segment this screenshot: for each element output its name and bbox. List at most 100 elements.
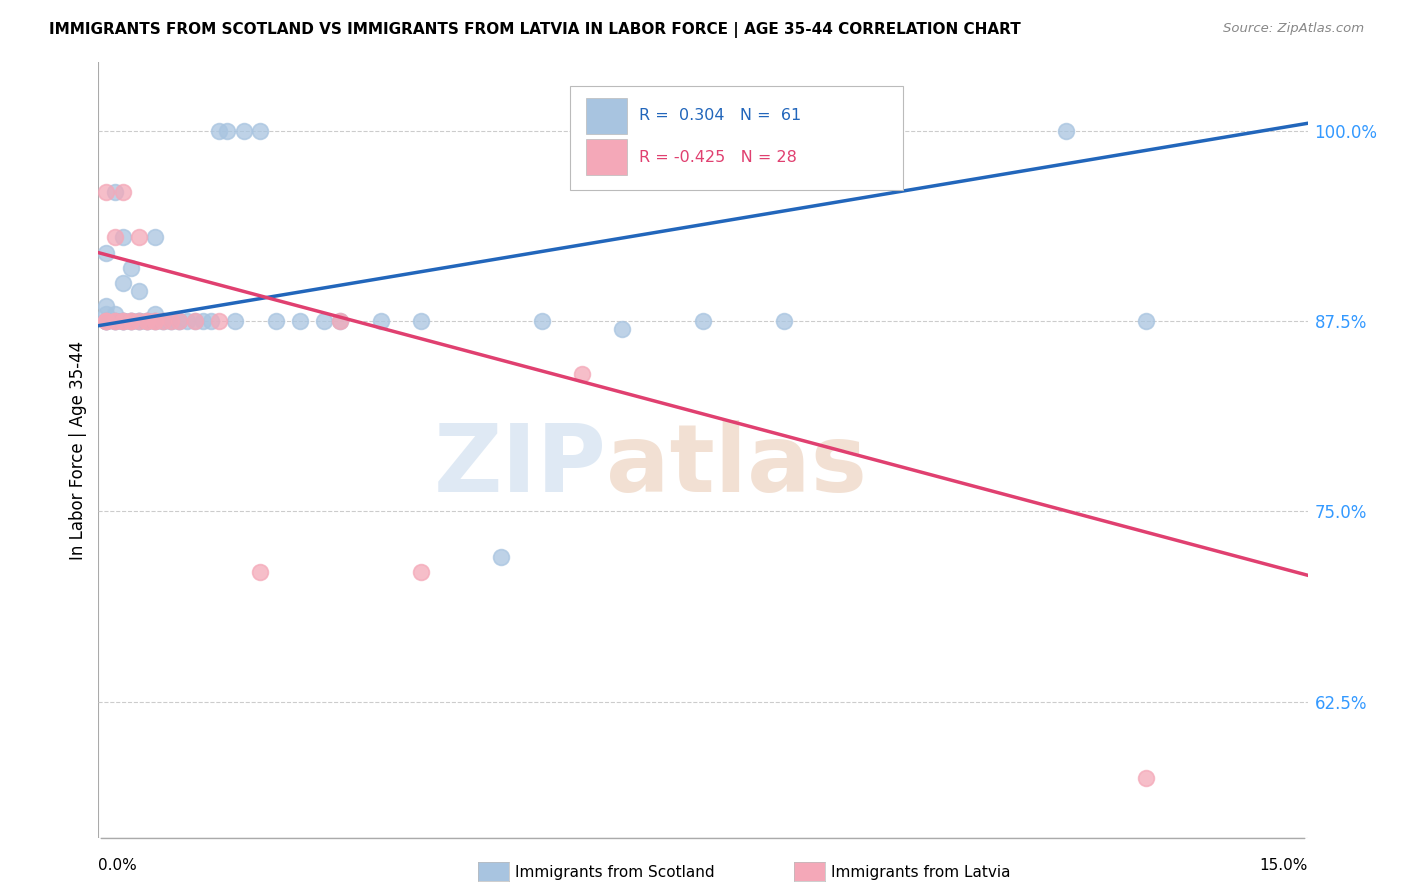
Point (111, 314, 134, 328)
Text: Source: ZipAtlas.com: Source: ZipAtlas.com (1223, 22, 1364, 36)
Point (120, 260, 142, 275)
Point (143, 230, 166, 244)
Point (571, 368, 593, 382)
Point (96, 314, 118, 328)
Text: atlas: atlas (606, 420, 868, 512)
Text: R = -0.425   N = 28: R = -0.425 N = 28 (638, 150, 797, 165)
Point (120, 314, 142, 328)
Point (96, 185, 118, 199)
Point (135, 314, 157, 328)
Point (264, 314, 287, 328)
Point (120, 314, 142, 328)
Point (329, 314, 352, 328)
Point (692, 314, 714, 328)
Point (96, 306, 118, 320)
Point (224, 314, 246, 328)
Point (143, 314, 166, 328)
Point (193, 314, 215, 328)
Point (96, 314, 118, 328)
Point (96, 314, 118, 328)
Point (111, 185, 134, 199)
Point (103, 230, 125, 244)
Point (160, 314, 183, 328)
Point (128, 314, 150, 328)
Point (135, 314, 157, 328)
Point (143, 314, 166, 328)
Point (1135, 314, 1157, 328)
Point (96, 314, 118, 328)
Point (208, 314, 231, 328)
Point (160, 314, 183, 328)
Text: 15.0%: 15.0% (1260, 858, 1308, 873)
Point (143, 314, 166, 328)
Point (111, 314, 134, 328)
Point (152, 314, 174, 328)
Point (111, 276, 134, 290)
Point (1054, 124, 1077, 138)
Point (96, 299, 118, 313)
Point (612, 322, 634, 336)
Point (143, 306, 166, 320)
Point (1135, 771, 1157, 785)
Point (111, 314, 134, 328)
Point (120, 314, 142, 328)
Point (200, 314, 222, 328)
Text: ZIP: ZIP (433, 420, 606, 512)
Point (143, 314, 166, 328)
Point (103, 185, 125, 199)
Point (152, 314, 174, 328)
Point (409, 565, 432, 579)
Point (135, 314, 157, 328)
Point (176, 314, 198, 328)
Point (96, 314, 118, 328)
FancyBboxPatch shape (586, 139, 627, 175)
Y-axis label: In Labor Force | Age 35-44: In Labor Force | Age 35-44 (69, 341, 87, 560)
Text: Immigrants from Scotland: Immigrants from Scotland (515, 865, 714, 880)
Point (409, 314, 432, 328)
FancyBboxPatch shape (586, 98, 627, 134)
Point (96, 245, 118, 260)
Point (167, 314, 190, 328)
Point (314, 314, 336, 328)
Point (96, 314, 118, 328)
Point (772, 314, 794, 328)
Point (288, 314, 311, 328)
Point (184, 314, 207, 328)
Point (111, 314, 134, 328)
Text: Immigrants from Latvia: Immigrants from Latvia (831, 865, 1011, 880)
Point (128, 314, 150, 328)
Point (329, 314, 352, 328)
Point (249, 565, 271, 579)
Point (184, 314, 207, 328)
Point (103, 314, 125, 328)
Text: 0.0%: 0.0% (98, 858, 138, 873)
FancyBboxPatch shape (569, 86, 903, 191)
Point (103, 306, 125, 320)
Point (120, 314, 142, 328)
Point (135, 314, 157, 328)
Point (103, 314, 125, 328)
Point (249, 124, 271, 138)
Point (232, 124, 254, 138)
Point (103, 314, 125, 328)
Point (160, 314, 183, 328)
Text: R =  0.304   N =  61: R = 0.304 N = 61 (638, 109, 801, 123)
Point (111, 314, 134, 328)
Point (128, 314, 150, 328)
Point (111, 230, 134, 244)
Point (103, 314, 125, 328)
Point (128, 314, 150, 328)
Point (128, 230, 150, 244)
Point (120, 314, 142, 328)
Point (208, 124, 231, 138)
Point (152, 314, 174, 328)
Point (370, 314, 392, 328)
Point (491, 549, 513, 564)
Text: IMMIGRANTS FROM SCOTLAND VS IMMIGRANTS FROM LATVIA IN LABOR FORCE | AGE 35-44 CO: IMMIGRANTS FROM SCOTLAND VS IMMIGRANTS F… (49, 22, 1021, 38)
Point (135, 314, 157, 328)
Point (128, 284, 150, 298)
Point (167, 314, 190, 328)
Point (217, 124, 239, 138)
Point (111, 314, 134, 328)
Point (96, 314, 118, 328)
